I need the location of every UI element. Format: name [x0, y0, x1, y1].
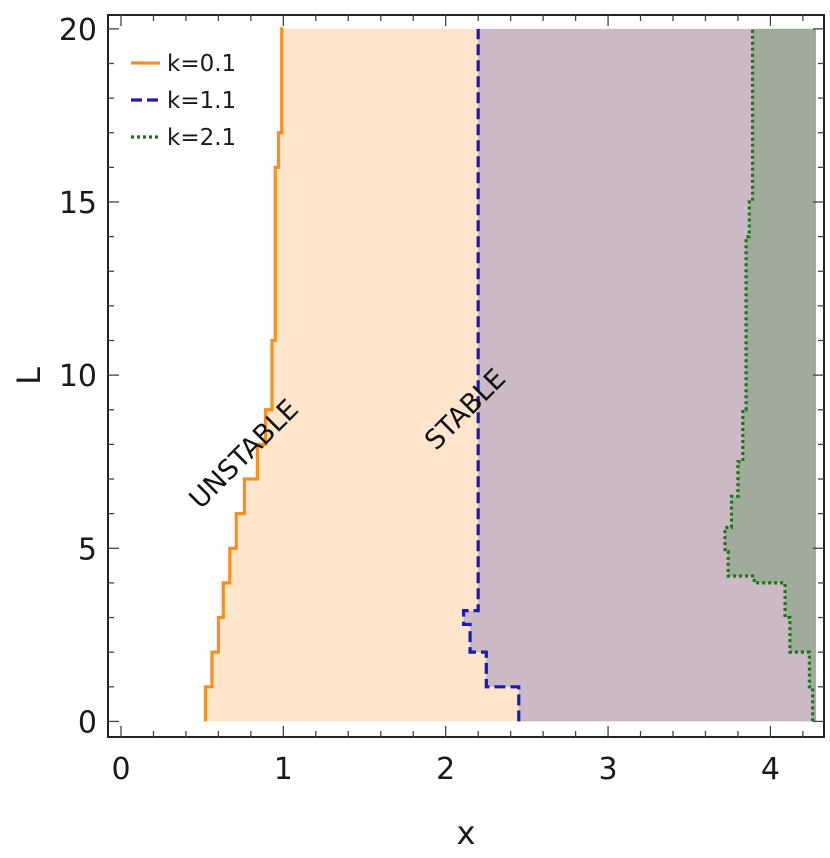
series-line-1 [203, 27, 284, 722]
x-axis-title: x [457, 814, 476, 852]
y-tick-label: 10 [59, 359, 97, 394]
x-tick-label: 0 [111, 752, 130, 787]
y-tick-label: 15 [59, 186, 97, 221]
legend-label-3: k=2.1 [167, 125, 236, 151]
y-tick-label: 20 [59, 13, 97, 48]
series-lines [203, 27, 815, 722]
y-tick-label: 0 [78, 705, 97, 740]
axis-ticks [108, 15, 824, 737]
legend-label-1: k=0.1 [167, 51, 236, 77]
axis-tick-labels: 0 1 2 3 4 0 5 10 15 20 [59, 13, 780, 787]
x-tick-label: 2 [436, 752, 455, 787]
series-line-3 [723, 28, 815, 722]
series-line-2 [461, 28, 521, 722]
region-fill-3 [724, 28, 816, 722]
x-tick-label: 4 [761, 752, 780, 787]
y-axis-title: L [10, 367, 48, 385]
legend: k=0.1 k=1.1 k=2.1 [131, 51, 236, 151]
legend-label-2: k=1.1 [167, 88, 236, 114]
x-tick-label: 1 [274, 752, 293, 787]
stability-regions [205, 28, 816, 722]
plot-frame [107, 14, 825, 738]
y-tick-label: 5 [78, 532, 97, 567]
x-tick-label: 3 [599, 752, 618, 787]
